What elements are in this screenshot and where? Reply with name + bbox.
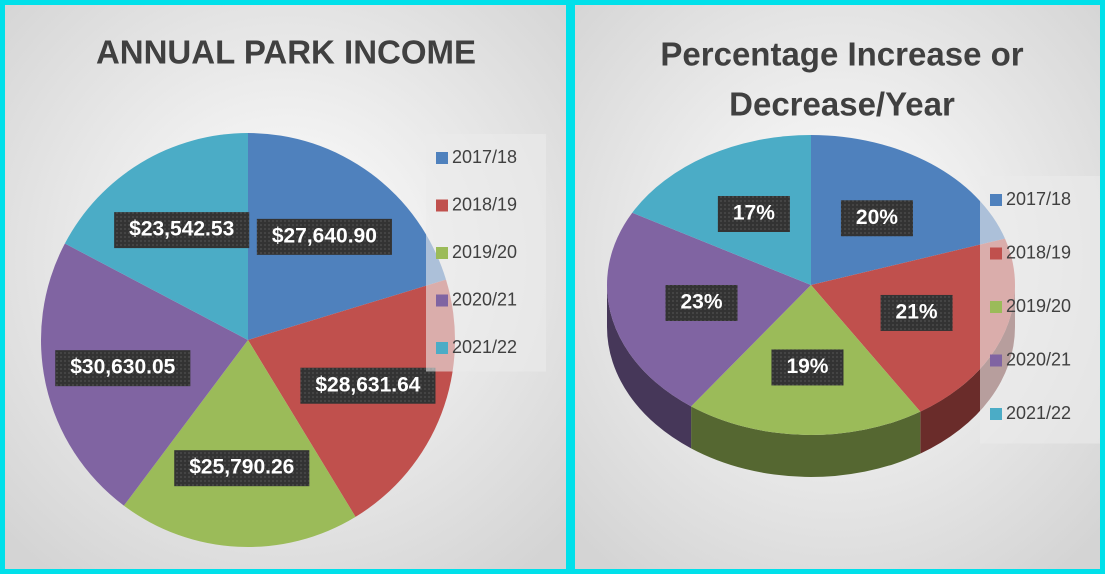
data-label-box (174, 450, 310, 487)
slice-side (607, 285, 692, 449)
data-label-box (114, 212, 250, 249)
legend-swatch (990, 301, 1002, 313)
data-label: $23,542.53 (129, 218, 234, 241)
legend-swatch (990, 194, 1002, 206)
legend-swatch (990, 408, 1002, 420)
data-label-box (717, 195, 790, 232)
chart-title: Decrease/Year (729, 86, 955, 123)
legend-swatch (436, 152, 448, 164)
data-label-box (300, 367, 436, 404)
slice-side (691, 406, 921, 477)
data-label: $30,630.05 (70, 356, 175, 379)
chart-title: ANNUAL PARK INCOME (96, 34, 476, 71)
legend-label: 2021/22 (1006, 403, 1071, 423)
data-label-box (665, 284, 738, 321)
data-label: 23% (680, 291, 722, 314)
legend-label: 2017/18 (452, 147, 517, 167)
slice-side (920, 285, 1015, 454)
chart-title: Percentage Increase or (660, 36, 1023, 73)
data-label: 17% (733, 202, 775, 225)
legend-swatch (436, 199, 448, 212)
legend-label: 2018/19 (1006, 242, 1071, 262)
data-label-box (55, 350, 191, 387)
data-label-box (880, 294, 953, 331)
data-label-box (771, 349, 844, 386)
legend-swatch (990, 247, 1002, 260)
legend-swatch (436, 342, 448, 354)
legend-label: 2018/19 (452, 194, 517, 214)
legend-label: 2019/20 (1006, 296, 1071, 316)
legend-swatch (436, 294, 448, 307)
data-label: 19% (786, 355, 828, 378)
data-label: 21% (896, 300, 938, 323)
legend-label: 2017/18 (1006, 189, 1071, 209)
data-label-box (840, 200, 913, 237)
legend-swatch (436, 247, 448, 259)
legend-label: 2019/20 (452, 242, 517, 262)
data-label: $25,790.26 (189, 456, 294, 479)
data-label: 20% (856, 206, 898, 229)
legend-label: 2020/21 (1006, 349, 1071, 369)
slice (123, 340, 356, 547)
data-label: $27,640.90 (272, 224, 377, 247)
data-label-box (256, 218, 392, 255)
legend-label: 2020/21 (452, 289, 517, 309)
data-label: $28,631.64 (315, 373, 420, 396)
legend-swatch (990, 354, 1002, 367)
legend-label: 2021/22 (452, 337, 517, 357)
